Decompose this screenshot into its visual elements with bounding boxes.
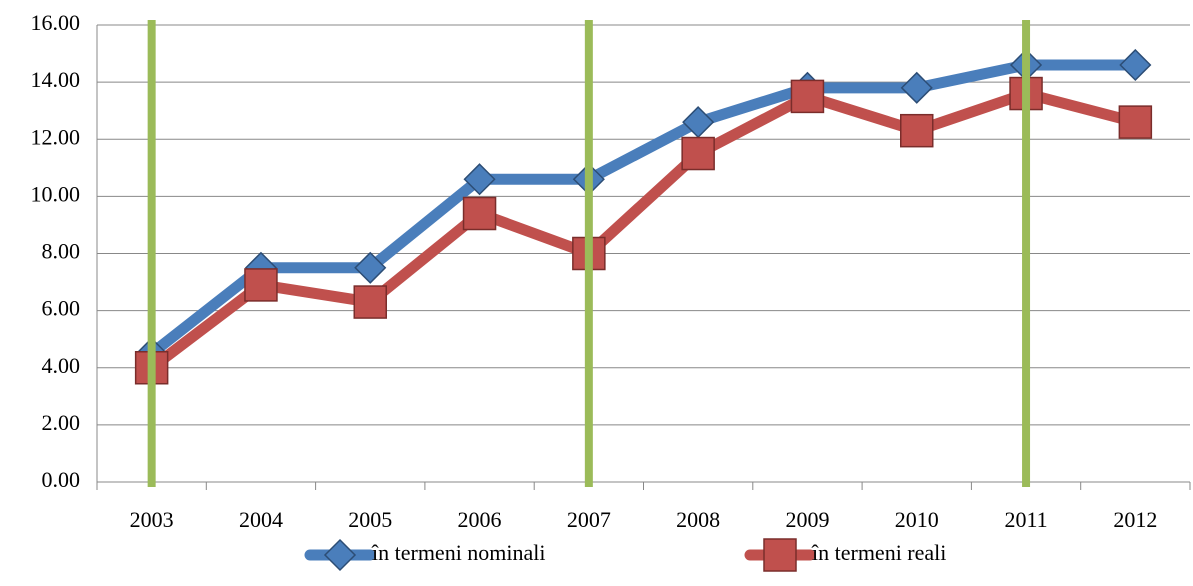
y-tick-label: 2.00: [42, 410, 81, 435]
point: [900, 71, 933, 104]
y-tick-label: 8.00: [42, 239, 81, 264]
y-tick-label: 10.00: [31, 181, 81, 206]
y-tick-label: 12.00: [31, 124, 81, 149]
x-tick-label: 2003: [130, 507, 174, 532]
point: [244, 268, 278, 302]
y-tick-label: 14.00: [31, 67, 81, 92]
x-tick-label: 2009: [785, 507, 829, 532]
legend-label: în termeni reali: [811, 540, 946, 565]
x-tick-label: 2004: [239, 507, 283, 532]
y-tick-label: 4.00: [42, 353, 81, 378]
point: [900, 113, 934, 148]
legend-marker: [323, 538, 357, 572]
x-tick-label: 2005: [348, 507, 392, 532]
point: [353, 285, 387, 319]
x-tick-label: 2010: [895, 507, 939, 532]
point: [463, 163, 496, 196]
legend-label: în termeni nominali: [371, 540, 546, 565]
x-tick-label: 2007: [567, 507, 611, 532]
x-tick-label: 2011: [1004, 507, 1047, 532]
y-tick-label: 6.00: [42, 296, 81, 321]
legend-marker: [763, 538, 797, 572]
y-tick-label: 0.00: [42, 467, 81, 492]
point: [462, 196, 497, 231]
point: [790, 79, 825, 114]
x-tick-label: 2012: [1113, 507, 1157, 532]
point: [1119, 48, 1152, 82]
x-tick-label: 2008: [676, 507, 720, 532]
y-tick-label: 16.00: [31, 10, 81, 35]
point: [354, 251, 387, 284]
series-line: [148, 88, 1137, 373]
x-tick-label: 2006: [458, 507, 502, 532]
point: [1118, 105, 1153, 139]
series-line: [148, 59, 1136, 358]
point: [681, 136, 715, 171]
